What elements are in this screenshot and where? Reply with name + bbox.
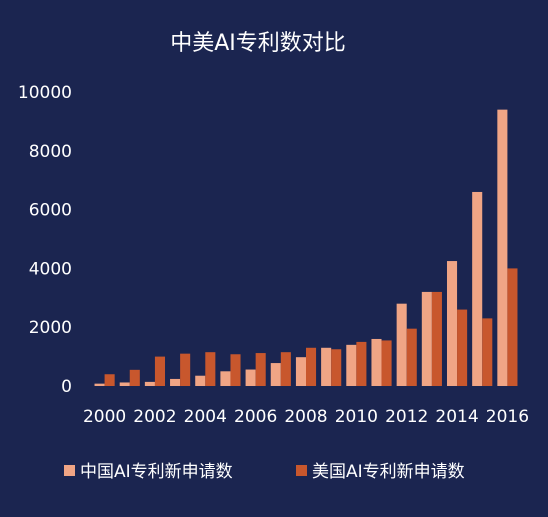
bar-china-2016: [497, 109, 508, 386]
bar-china-2001: [119, 382, 130, 386]
x-tick-label: 2000: [83, 407, 126, 427]
bar-usa-2012: [406, 328, 417, 386]
x-tick-label: 2014: [435, 407, 478, 427]
bar-usa-2004: [205, 352, 216, 386]
bar-china-2011: [371, 338, 382, 386]
bar-usa-2015: [482, 318, 493, 386]
bar-china-2009: [321, 347, 332, 386]
legend-swatch: [296, 465, 307, 476]
x-tick-label: 2008: [284, 407, 327, 427]
chart-title: 中美AI专利数对比: [170, 31, 346, 56]
bar-usa-2009: [331, 349, 342, 386]
bar-china-2004: [195, 375, 206, 386]
legend-label: 美国AI专利新申请数: [312, 462, 465, 482]
legend: 中国AI专利新申请数 美国AI专利新申请数: [64, 462, 465, 482]
legend-swatch: [64, 465, 75, 476]
x-tick-label: 2006: [234, 407, 277, 427]
bar-china-2005: [220, 371, 231, 386]
bars: [94, 109, 518, 386]
bar-china-2014: [446, 261, 458, 386]
bar-usa-2008: [306, 347, 317, 386]
bar-china-2012: [396, 303, 407, 386]
y-tick-label: 0: [61, 377, 72, 397]
bar-china-2000: [94, 383, 105, 386]
bar-china-2007: [270, 363, 281, 386]
bar-usa-2013: [431, 291, 442, 386]
bar-china-2008: [295, 357, 306, 386]
bar-usa-2002: [154, 356, 166, 386]
y-axis-ticks: 0 2000 4000 6000 8000 10000: [18, 83, 72, 397]
y-tick-label: 4000: [29, 259, 72, 279]
bar-china-2006: [245, 369, 256, 386]
bar-china-2013: [421, 291, 432, 386]
x-tick-label: 2004: [184, 407, 227, 427]
x-axis-ticks: 2000 2002 2004 2006 2008 2010 2012 2014 2016: [83, 407, 529, 427]
bar-usa-2001: [129, 369, 140, 386]
y-tick-label: 6000: [29, 201, 72, 221]
bar-usa-2016: [507, 268, 518, 386]
bar-usa-2010: [356, 341, 367, 386]
bar-china-2015: [472, 191, 483, 386]
legend-label: 中国AI专利新申请数: [80, 462, 233, 482]
x-tick-label: 2012: [385, 407, 428, 427]
bar-china-2010: [346, 344, 357, 386]
bar-china-2002: [144, 381, 155, 386]
y-tick-label: 10000: [18, 83, 72, 103]
y-tick-label: 2000: [29, 318, 72, 338]
bar-china-2003: [170, 378, 181, 386]
bar-usa-2014: [457, 309, 468, 386]
x-tick-label: 2010: [335, 407, 378, 427]
bar-usa-2000: [104, 374, 115, 386]
x-tick-label: 2016: [486, 407, 529, 427]
bar-usa-2011: [381, 340, 392, 386]
bar-usa-2003: [180, 353, 191, 386]
y-tick-label: 8000: [29, 142, 72, 162]
x-tick-label: 2002: [133, 407, 176, 427]
bar-usa-2006: [255, 353, 266, 386]
bar-usa-2007: [280, 352, 291, 386]
bar-usa-2005: [230, 354, 241, 386]
